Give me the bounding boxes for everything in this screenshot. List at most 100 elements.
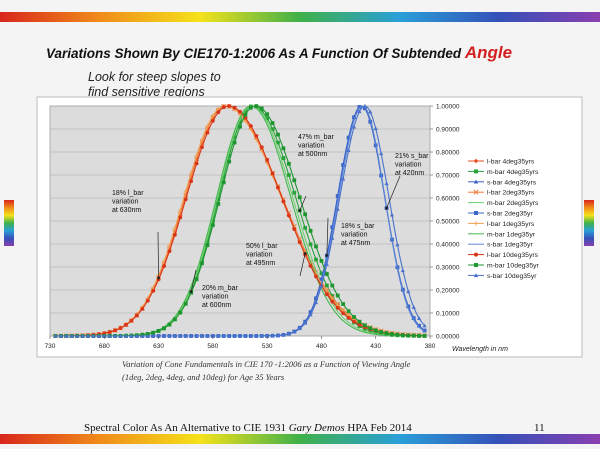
data-point	[210, 333, 215, 338]
data-point	[281, 156, 286, 160]
caption-line-1: Variation of Cone Fundamentals in CIE 17…	[122, 359, 411, 369]
data-point	[303, 212, 308, 217]
data-point	[346, 309, 351, 314]
data-point	[297, 240, 302, 245]
data-point	[216, 110, 221, 115]
legend-item: l-bar 1deg35yrs	[468, 221, 535, 228]
data-point	[319, 277, 324, 282]
annotation-text: 21% s_bar	[395, 153, 429, 160]
data-point	[400, 268, 405, 273]
y-tick-label: 0.10000	[436, 311, 460, 318]
data-point	[473, 221, 479, 226]
data-point	[102, 333, 107, 338]
data-point	[341, 176, 346, 181]
annotation-text: variation	[202, 294, 229, 301]
data-point	[216, 202, 221, 206]
data-point	[324, 262, 329, 266]
y-axis-ticks: 0.00000 0.10000 0.20000 0.30000 0.40000 0.500…	[430, 104, 460, 341]
data-point	[474, 211, 478, 215]
data-point	[411, 316, 416, 321]
data-point	[189, 170, 194, 176]
data-point	[335, 293, 340, 298]
data-point	[341, 311, 346, 316]
annotation-text: 18% l_bar	[112, 190, 144, 197]
data-point	[221, 175, 226, 179]
data-point	[248, 124, 253, 128]
x-axis-ticks: 730 680 630 580 530 480 430 380	[45, 336, 436, 350]
data-point	[167, 333, 172, 338]
data-point	[238, 120, 242, 125]
data-point	[276, 132, 280, 137]
data-point	[362, 323, 367, 328]
data-point	[205, 333, 210, 338]
legend-label: m-bar 10deg35yr	[487, 263, 539, 270]
y-tick-label: 0.20000	[436, 288, 460, 295]
data-point	[313, 300, 319, 305]
data-point	[183, 333, 188, 338]
data-point	[281, 199, 286, 204]
data-point	[200, 261, 204, 266]
data-point	[75, 333, 80, 338]
data-point	[308, 242, 313, 247]
data-point	[474, 263, 478, 267]
annotation-text: variation	[246, 252, 273, 259]
caption-line-2: (1deg, 2deg, 4deg, and 10deg) for Age 35…	[122, 372, 285, 382]
data-point	[151, 333, 156, 338]
data-point	[324, 283, 329, 288]
data-point	[248, 333, 253, 338]
data-point	[237, 333, 243, 338]
data-point	[129, 333, 134, 338]
data-point	[319, 283, 324, 288]
data-point	[210, 219, 215, 223]
data-point	[156, 328, 161, 333]
data-point	[341, 163, 346, 167]
data-point	[308, 264, 313, 268]
data-point	[270, 127, 275, 132]
data-point	[238, 109, 242, 114]
legend-item: m-bar 1deg35yr	[468, 231, 536, 238]
annotation-text: at 600nm	[202, 302, 231, 309]
data-point	[368, 326, 373, 331]
legend-item: m-bar 2deg35yrs	[468, 200, 539, 207]
data-point	[178, 215, 183, 220]
annotation-arrowhead	[189, 290, 193, 294]
data-point	[473, 158, 479, 164]
data-point	[183, 197, 188, 202]
data-point	[194, 153, 199, 158]
data-point	[411, 305, 416, 309]
legend-item: s-bar 10deg35yr	[468, 273, 537, 280]
annotation-arrowhead	[157, 276, 160, 280]
data-point	[178, 310, 183, 315]
data-point	[199, 333, 205, 338]
data-point	[205, 239, 210, 244]
data-point	[422, 333, 427, 338]
data-point	[183, 189, 188, 194]
data-point	[406, 333, 411, 338]
data-point	[417, 333, 422, 338]
data-point	[178, 333, 183, 338]
annotation-arrowhead	[325, 254, 329, 257]
slide-title-main: Variations Shown By CIE170-1:2006 As A F…	[46, 46, 465, 61]
data-point	[118, 333, 123, 338]
y-tick-label: 0.50000	[436, 219, 460, 226]
subtitle-line-2: find sensitive regions	[88, 85, 205, 99]
data-point	[308, 310, 313, 315]
data-point	[346, 315, 351, 320]
data-point	[270, 333, 275, 338]
data-point	[411, 333, 416, 338]
data-point	[124, 322, 128, 327]
data-point	[53, 333, 58, 338]
data-point	[474, 252, 478, 257]
legend-item: m-bar 10deg35yr	[468, 263, 539, 270]
data-point	[183, 301, 188, 306]
slide-subtitle: Look for steep slopes to find sensitive …	[88, 70, 221, 100]
data-point	[232, 333, 237, 338]
x-tick-label: 630	[153, 343, 164, 350]
annotation-text: 50% l_bar	[246, 243, 278, 250]
data-point	[330, 299, 335, 304]
data-point	[243, 333, 248, 338]
annotation-text: at 630nm	[112, 207, 141, 214]
